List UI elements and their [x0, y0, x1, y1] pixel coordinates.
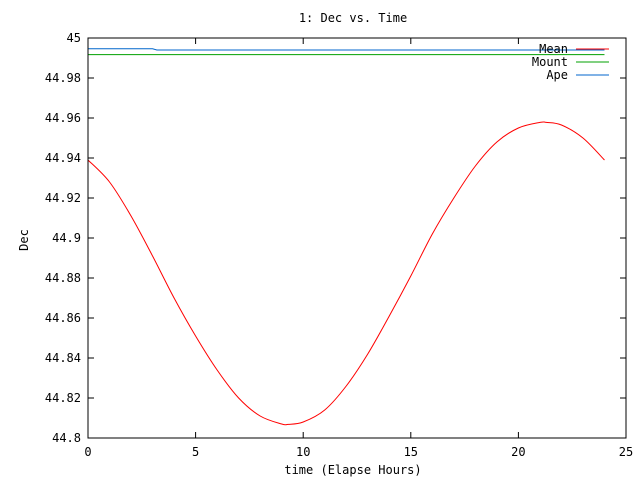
- y-tick-label: 44.88: [45, 271, 81, 285]
- x-tick-label: 20: [511, 445, 525, 459]
- y-tick-label: 44.86: [45, 311, 81, 325]
- y-tick-label: 44.92: [45, 191, 81, 205]
- y-axis-label: Dec: [17, 229, 31, 251]
- x-axis-label: time (Elapse Hours): [284, 463, 421, 477]
- x-tick-label: 5: [192, 445, 199, 459]
- series-line-mean: [87, 121, 605, 426]
- x-tick-label: 10: [296, 445, 310, 459]
- x-tick-label: 15: [404, 445, 418, 459]
- y-tick-label: 44.96: [45, 111, 81, 125]
- y-tick-label: 44.94: [45, 151, 81, 165]
- legend-label-mount: Mount: [532, 55, 568, 69]
- y-tick-label: 45: [67, 31, 81, 45]
- chart-title: 1: Dec vs. Time: [299, 11, 407, 25]
- legend-label-mean: Mean: [539, 42, 568, 56]
- y-tick-label: 44.98: [45, 71, 81, 85]
- y-tick-label: 44.84: [45, 351, 81, 365]
- plot-frame: [87, 37, 627, 439]
- y-tick-label: 44.82: [45, 391, 81, 405]
- legend-label-ape: Ape: [546, 68, 568, 82]
- y-tick-label: 44.9: [52, 231, 81, 245]
- y-tick-label: 44.8: [52, 431, 81, 445]
- x-tick-label: 25: [619, 445, 633, 459]
- x-tick-label: 0: [84, 445, 91, 459]
- series-line-ape: [88, 48, 605, 51]
